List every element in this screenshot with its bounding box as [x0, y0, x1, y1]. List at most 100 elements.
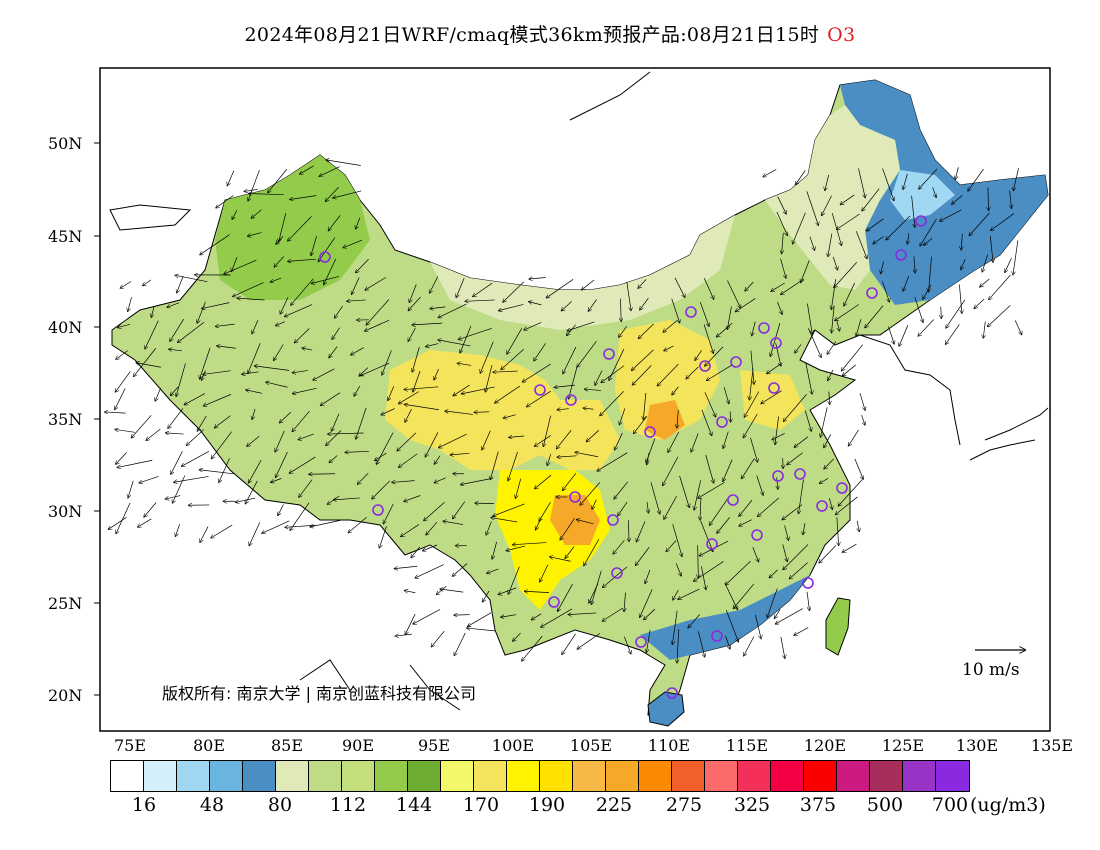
wind-arrow: [638, 279, 647, 289]
wind-arrow: [636, 521, 646, 541]
wind-arrow: [776, 211, 788, 235]
wind-arrow: [399, 391, 419, 404]
wind-arrow: [735, 298, 756, 311]
wind-arrow: [819, 478, 829, 483]
legend-swatch: [573, 761, 606, 791]
wind-arrow: [585, 389, 602, 390]
wind-arrow: [911, 195, 915, 227]
wind-arrow: [983, 321, 985, 338]
wind-arrow: [211, 431, 232, 459]
lon-label: 95E: [417, 736, 451, 755]
lon-label: 110E: [647, 736, 691, 755]
wind-arrow: [961, 259, 966, 269]
wind-arrow: [128, 480, 134, 498]
wind-arrow: [946, 324, 960, 344]
wind-arrow: [318, 237, 336, 262]
wind-arrow: [376, 432, 394, 465]
station-marker: [794, 468, 806, 480]
wind-arrow: [577, 633, 601, 649]
wind-arrow: [529, 302, 542, 306]
hainan: [647, 691, 685, 727]
legend-tick: 500: [866, 794, 904, 816]
wind-arrow: [601, 365, 625, 383]
wind-arrow: [586, 430, 600, 441]
wind-arrow: [394, 565, 418, 568]
wind-arrow: [614, 432, 623, 450]
wind-arrow: [844, 282, 856, 306]
wind-arrow: [771, 282, 785, 291]
wind-arrow: [620, 298, 621, 322]
wind-arrow: [580, 482, 601, 505]
legend-swatch: [144, 761, 177, 791]
station-marker: [768, 382, 780, 394]
wind-arrow: [755, 614, 761, 639]
wind-arrow: [302, 348, 313, 350]
wind-arrow: [745, 281, 754, 291]
wind-arrow: [365, 277, 386, 290]
wind-arrow: [914, 296, 923, 322]
wind-arrow: [535, 474, 552, 488]
wind-arrow: [848, 429, 859, 446]
wind-arrow: [672, 386, 679, 395]
wind-arrow: [730, 411, 731, 421]
lon-label: 130E: [955, 736, 999, 755]
wind-arrow: [969, 212, 990, 236]
wind-arrow: [178, 321, 205, 342]
wind-arrow: [717, 517, 730, 533]
wind-arrow: [399, 453, 418, 467]
legend-tick: 190: [528, 794, 566, 816]
wind-arrow: [727, 306, 732, 330]
wind-arrow: [492, 541, 497, 559]
wind-arrow: [454, 615, 470, 616]
legend-swatch: [705, 761, 738, 791]
station-marker: [711, 630, 723, 642]
wind-arrow: [381, 408, 395, 415]
station-marker: [635, 636, 647, 648]
wind-arrow: [475, 503, 495, 504]
wind-arrow: [299, 479, 313, 497]
wind-arrow: [673, 589, 679, 600]
wind-arrow: [409, 284, 417, 302]
wind-arrow: [412, 346, 420, 372]
color-legend: [110, 760, 970, 792]
wind-arrow: [443, 521, 464, 525]
wind-arrow: [501, 348, 524, 369]
wind-arrow: [918, 319, 935, 336]
wind-arrow: [672, 524, 682, 556]
wind-arrow: [750, 350, 754, 384]
north-china-yellow: [615, 320, 720, 440]
lat-label: 30N: [48, 502, 83, 521]
wind-arrow: [1010, 190, 1012, 209]
wind-arrow: [777, 477, 778, 489]
sichuan-orange: [550, 495, 600, 545]
wind-arrow: [678, 588, 700, 599]
wind-arrow: [940, 209, 962, 221]
wind-arrow: [291, 278, 314, 305]
station-marker: [816, 500, 828, 512]
wind-arrow: [501, 614, 517, 617]
wind-arrow: [725, 635, 730, 649]
wind-arrow: [946, 299, 966, 328]
wind-arrow: [145, 320, 159, 349]
wind-arrow: [752, 546, 759, 562]
wind-arrow: [513, 632, 521, 641]
wind-arrow: [618, 501, 628, 516]
map-content: [105, 71, 1049, 727]
wind-arrow: [117, 459, 153, 467]
wind-arrow: [310, 519, 341, 527]
wind-arrow: [859, 393, 865, 410]
wind-arrow: [326, 160, 361, 166]
wind-arrow: [777, 196, 787, 214]
wind-arrow: [266, 382, 288, 388]
wind-arrow: [832, 305, 835, 333]
wind-arrow: [252, 408, 256, 419]
wind-arrow: [699, 301, 709, 326]
wind-arrow: [254, 366, 290, 371]
wind-arrow: [395, 634, 412, 636]
wind-arrow: [271, 478, 282, 482]
wind-arrow: [741, 458, 755, 479]
wind-arrow: [138, 518, 152, 527]
station-marker: [565, 394, 577, 406]
wind-arrow: [775, 343, 781, 366]
wind-arrow: [233, 282, 264, 297]
